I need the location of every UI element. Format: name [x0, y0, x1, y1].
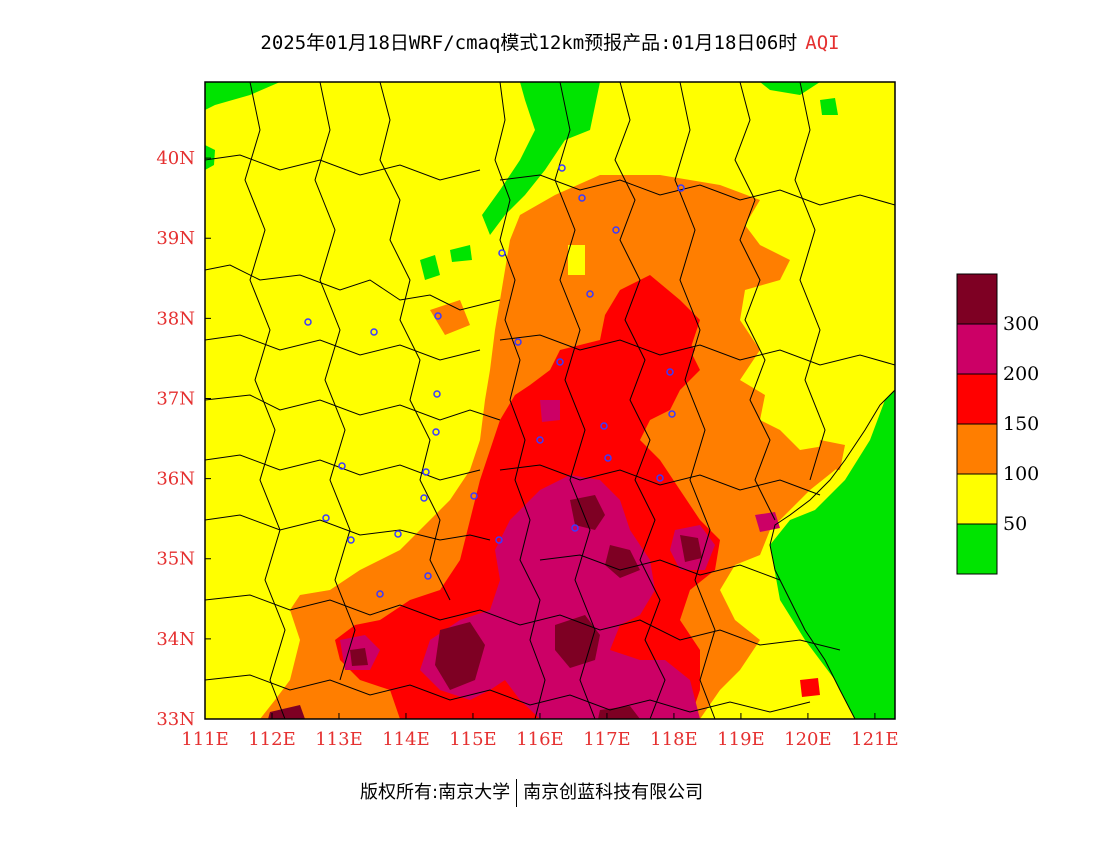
lon-tick-label: 115E	[449, 729, 497, 750]
legend-label: 150	[1003, 413, 1039, 435]
green-zone	[482, 82, 600, 235]
magenta-zone	[540, 400, 560, 422]
green-zone	[205, 82, 280, 110]
green-zone	[450, 245, 472, 262]
footer-right: 南京创蓝科技有限公司	[523, 782, 704, 803]
station-marker	[338, 462, 346, 470]
station-marker	[495, 536, 503, 544]
station-marker	[604, 454, 612, 462]
station-marker	[376, 590, 384, 598]
lon-tick-label: 114E	[382, 729, 430, 750]
red-zone	[660, 330, 695, 370]
copyright-footer: 版权所有:南京大学 南京创蓝科技有限公司	[360, 778, 703, 807]
footer-left: 版权所有:南京大学	[360, 782, 511, 803]
footer-separator	[516, 779, 518, 807]
station-marker	[558, 164, 566, 172]
station-marker	[586, 290, 594, 298]
station-marker	[304, 318, 312, 326]
station-marker	[470, 492, 478, 500]
station-marker	[420, 494, 428, 502]
legend-swatch	[956, 323, 998, 375]
station-marker	[556, 358, 564, 366]
green-zone-sea	[770, 390, 895, 719]
darkred-zone	[350, 648, 368, 666]
yellow-hole	[568, 245, 585, 275]
legend-label: 200	[1003, 363, 1039, 385]
lon-tick-label: 113E	[315, 729, 363, 750]
map-plot-area	[205, 82, 895, 719]
station-marker	[677, 184, 685, 192]
lat-tick-label: 40N	[156, 148, 195, 169]
color-legend: 300 200 150 100 50	[956, 273, 1039, 575]
station-marker	[432, 428, 440, 436]
station-marker	[668, 410, 676, 418]
lon-tick-label: 121E	[851, 729, 899, 750]
legend-swatch	[956, 423, 998, 475]
green-zone	[205, 145, 215, 170]
lat-tick-label: 39N	[156, 228, 195, 249]
lat-tick-label: 35N	[156, 549, 195, 570]
station-marker	[422, 468, 430, 476]
legend-swatch	[956, 473, 998, 525]
lon-tick-label: 120E	[784, 729, 832, 750]
station-marker	[514, 338, 522, 346]
monitoring-stations	[304, 164, 685, 598]
legend-swatch	[956, 523, 998, 575]
magenta-zone	[420, 475, 700, 719]
lon-tick-label: 119E	[717, 729, 765, 750]
lon-tick-label: 111E	[181, 729, 229, 750]
darkred-zone	[435, 622, 485, 690]
legend-swatch	[956, 373, 998, 425]
station-marker	[394, 530, 402, 538]
station-marker	[434, 312, 442, 320]
red-zone	[800, 678, 820, 697]
station-marker	[600, 422, 608, 430]
legend-label: 50	[1003, 513, 1027, 535]
admin-borders	[205, 82, 895, 719]
lon-tick-label: 118E	[650, 729, 698, 750]
lon-tick-label: 117E	[583, 729, 631, 750]
lon-tick-label: 116E	[516, 729, 564, 750]
green-zone	[420, 255, 440, 280]
station-marker	[571, 524, 579, 532]
lon-tick-label: 112E	[248, 729, 296, 750]
station-marker	[498, 249, 506, 257]
orange-zone	[430, 300, 470, 335]
legend-label: 300	[1003, 313, 1039, 335]
station-marker	[536, 436, 544, 444]
darkred-zone	[570, 495, 605, 530]
lat-tick-label: 38N	[156, 308, 195, 329]
map-frame	[204, 81, 896, 720]
legend-label: 100	[1003, 463, 1039, 485]
station-marker	[347, 536, 355, 544]
darkred-zone	[680, 535, 702, 562]
orange-zone	[818, 440, 845, 470]
title-main: 2025年01月18日WRF/cmaq模式12km预报产品:01月18日06时	[260, 32, 798, 54]
station-marker	[612, 226, 620, 234]
lat-tick-label: 36N	[156, 469, 195, 490]
station-marker	[424, 572, 432, 580]
darkred-zone	[605, 545, 640, 578]
axis-ticks: 111E 112E 113E 114E 115E 116E 117E 118E 119E 120E…	[156, 148, 898, 750]
green-zone	[820, 98, 838, 115]
title-variable: AQI	[805, 32, 840, 54]
lat-tick-label: 37N	[156, 388, 195, 409]
station-marker	[370, 328, 378, 336]
station-marker	[433, 390, 441, 398]
lat-tick-label: 34N	[156, 629, 195, 650]
coastline	[769, 389, 895, 719]
station-marker	[656, 474, 664, 482]
station-marker	[666, 368, 674, 376]
lat-tick-label: 33N	[156, 709, 195, 730]
map-title: 2025年01月18日WRF/cmaq模式12km预报产品:01月18日06时 A…	[0, 28, 1100, 55]
station-marker	[578, 194, 586, 202]
green-zone	[760, 82, 820, 95]
legend-swatch	[956, 273, 998, 325]
darkred-zone	[555, 615, 600, 668]
station-marker	[322, 514, 330, 522]
darkred-zone	[268, 705, 305, 719]
